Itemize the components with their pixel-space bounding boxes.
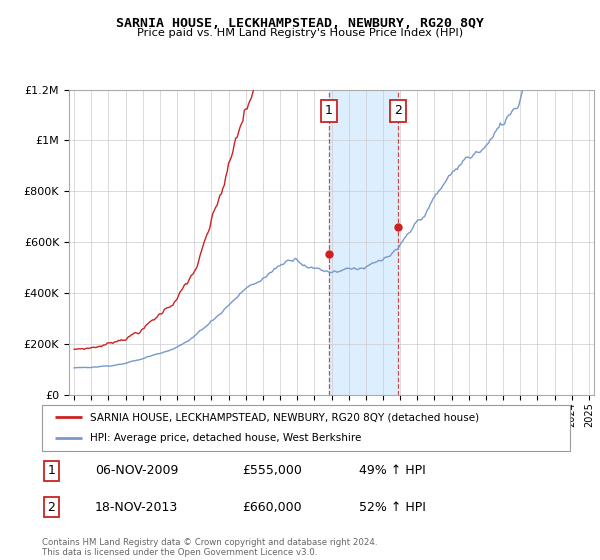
Text: 06-NOV-2009: 06-NOV-2009 bbox=[95, 464, 178, 477]
Text: HPI: Average price, detached house, West Berkshire: HPI: Average price, detached house, West… bbox=[89, 433, 361, 444]
Text: 1: 1 bbox=[47, 464, 55, 477]
Text: SARNIA HOUSE, LECKHAMPSTEAD, NEWBURY, RG20 8QY: SARNIA HOUSE, LECKHAMPSTEAD, NEWBURY, RG… bbox=[116, 17, 484, 30]
Text: 49% ↑ HPI: 49% ↑ HPI bbox=[359, 464, 425, 477]
Text: 18-NOV-2013: 18-NOV-2013 bbox=[95, 501, 178, 514]
Text: 2: 2 bbox=[47, 501, 55, 514]
Text: Price paid vs. HM Land Registry's House Price Index (HPI): Price paid vs. HM Land Registry's House … bbox=[137, 28, 463, 38]
Text: £555,000: £555,000 bbox=[242, 464, 302, 477]
Text: 2: 2 bbox=[394, 105, 402, 118]
Bar bbox=[329, 90, 398, 395]
Text: 1: 1 bbox=[325, 105, 333, 118]
Text: £660,000: £660,000 bbox=[242, 501, 302, 514]
Text: 52% ↑ HPI: 52% ↑ HPI bbox=[359, 501, 425, 514]
Text: SARNIA HOUSE, LECKHAMPSTEAD, NEWBURY, RG20 8QY (detached house): SARNIA HOUSE, LECKHAMPSTEAD, NEWBURY, RG… bbox=[89, 412, 479, 422]
Text: Contains HM Land Registry data © Crown copyright and database right 2024.
This d: Contains HM Land Registry data © Crown c… bbox=[42, 538, 377, 557]
FancyBboxPatch shape bbox=[42, 405, 570, 451]
